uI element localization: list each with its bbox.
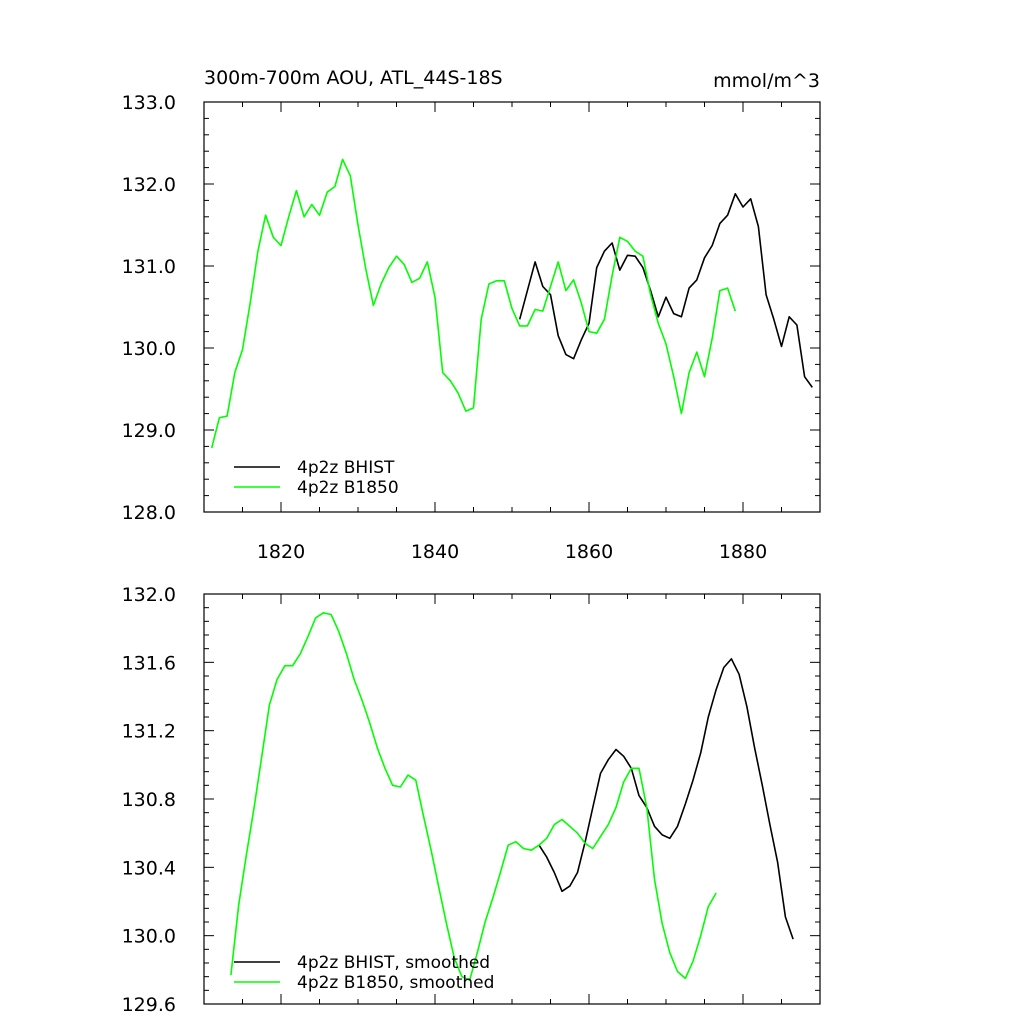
bottom-panel: 129.6 130.0 130.4 130.8 131.2 131.6 132.0 4p2z … [122,584,821,1016]
x-tick-label: 1860 [565,541,613,563]
top-panel: 1820 1840 1860 1880 128.0 129.0 130.0 131.0 132.… [122,92,821,563]
legend-label: 4p2z BHIST, smoothed [297,953,490,973]
series-line-bhist [518,193,813,388]
legend-label: 4p2z B1850, smoothed [297,973,494,993]
y-tick-label: 131.2 [122,721,176,743]
y-tick-label: 130.0 [122,926,176,948]
y-tick-label: 130.8 [122,789,176,811]
units-label: mmol/m^3 [713,70,820,92]
y-tick-label: 130.0 [122,338,176,360]
y-tick-label: 129.0 [122,420,176,442]
y-tick-label: 132.0 [122,174,176,196]
x-tick-label: 1820 [257,541,305,563]
y-tick-label: 133.0 [122,92,176,114]
legend-label: 4p2z B1850 [297,478,399,498]
series-line-b1850 [230,611,717,981]
y-tick-label: 131.0 [122,256,176,278]
y-tick-label: 131.6 [122,652,176,674]
series-line-b1850 [210,158,737,449]
plot-frame [203,593,821,1005]
y-tick-label: 128.0 [122,502,176,524]
series-line-bhist [538,658,794,940]
y-tick-label: 132.0 [122,584,176,606]
x-tick-label: 1840 [411,541,459,563]
y-tick-label: 129.6 [122,994,176,1016]
legend-label: 4p2z BHIST [297,458,395,478]
chart-title: 300m-700m AOU, ATL_44S-18S [204,67,503,89]
y-tick-label: 130.4 [122,857,176,879]
x-tick-label: 1880 [719,541,767,563]
